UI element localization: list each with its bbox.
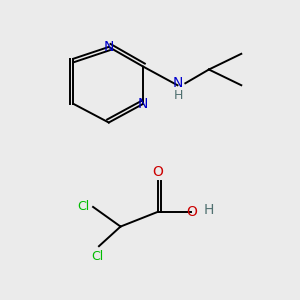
Text: N: N	[172, 76, 183, 90]
Text: H: H	[174, 88, 183, 101]
Text: H: H	[204, 203, 214, 217]
Text: Cl: Cl	[91, 250, 103, 263]
Text: N: N	[138, 97, 148, 111]
Text: Cl: Cl	[77, 200, 89, 213]
Text: O: O	[152, 165, 163, 179]
Text: O: O	[186, 205, 197, 219]
Text: N: N	[103, 40, 114, 54]
